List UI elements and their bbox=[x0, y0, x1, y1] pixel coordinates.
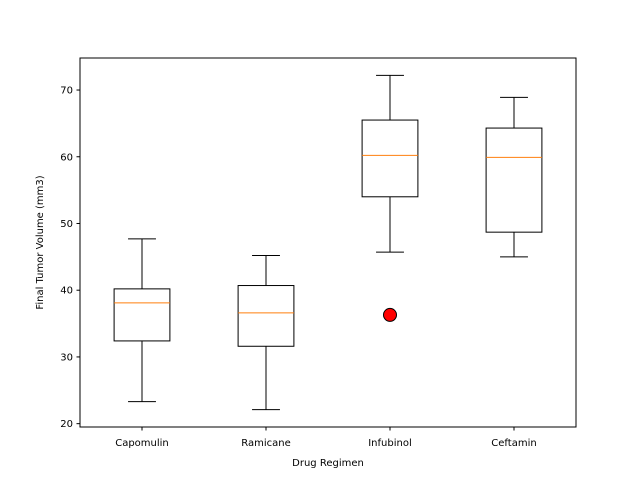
iqr-box bbox=[237, 285, 295, 347]
iqr-box bbox=[485, 127, 543, 233]
box-group-ceftamin bbox=[485, 96, 543, 258]
iqr-box bbox=[361, 119, 419, 198]
y-tick-label: 40 bbox=[60, 286, 73, 297]
y-tick-label: 20 bbox=[60, 419, 73, 430]
y-tick-label: 30 bbox=[60, 352, 73, 363]
box-group-infubinol bbox=[361, 74, 419, 322]
y-tick-label: 70 bbox=[60, 86, 73, 97]
x-axis-ticks: Capomulin Ramicane Infubinol Ceftamin bbox=[115, 427, 537, 449]
outlier-point bbox=[383, 307, 397, 322]
box-group-capomulin bbox=[113, 238, 171, 403]
x-tick-label: Ramicane bbox=[241, 438, 291, 449]
y-tick-label: 60 bbox=[60, 152, 73, 163]
x-axis-label: Drug Regimen bbox=[292, 458, 364, 469]
x-tick-label: Ceftamin bbox=[491, 438, 536, 449]
iqr-box bbox=[113, 288, 171, 342]
box-group-ramicane bbox=[237, 255, 295, 411]
x-tick-label: Infubinol bbox=[368, 438, 412, 449]
x-tick-label: Capomulin bbox=[115, 438, 169, 449]
plot-frame bbox=[79, 57, 577, 428]
y-axis-label: Final Tumor Volume (mm3) bbox=[35, 175, 46, 309]
plot-layer bbox=[113, 74, 543, 411]
y-tick-label: 50 bbox=[60, 219, 73, 230]
y-axis-ticks: 20 30 40 50 60 70 bbox=[60, 86, 80, 430]
